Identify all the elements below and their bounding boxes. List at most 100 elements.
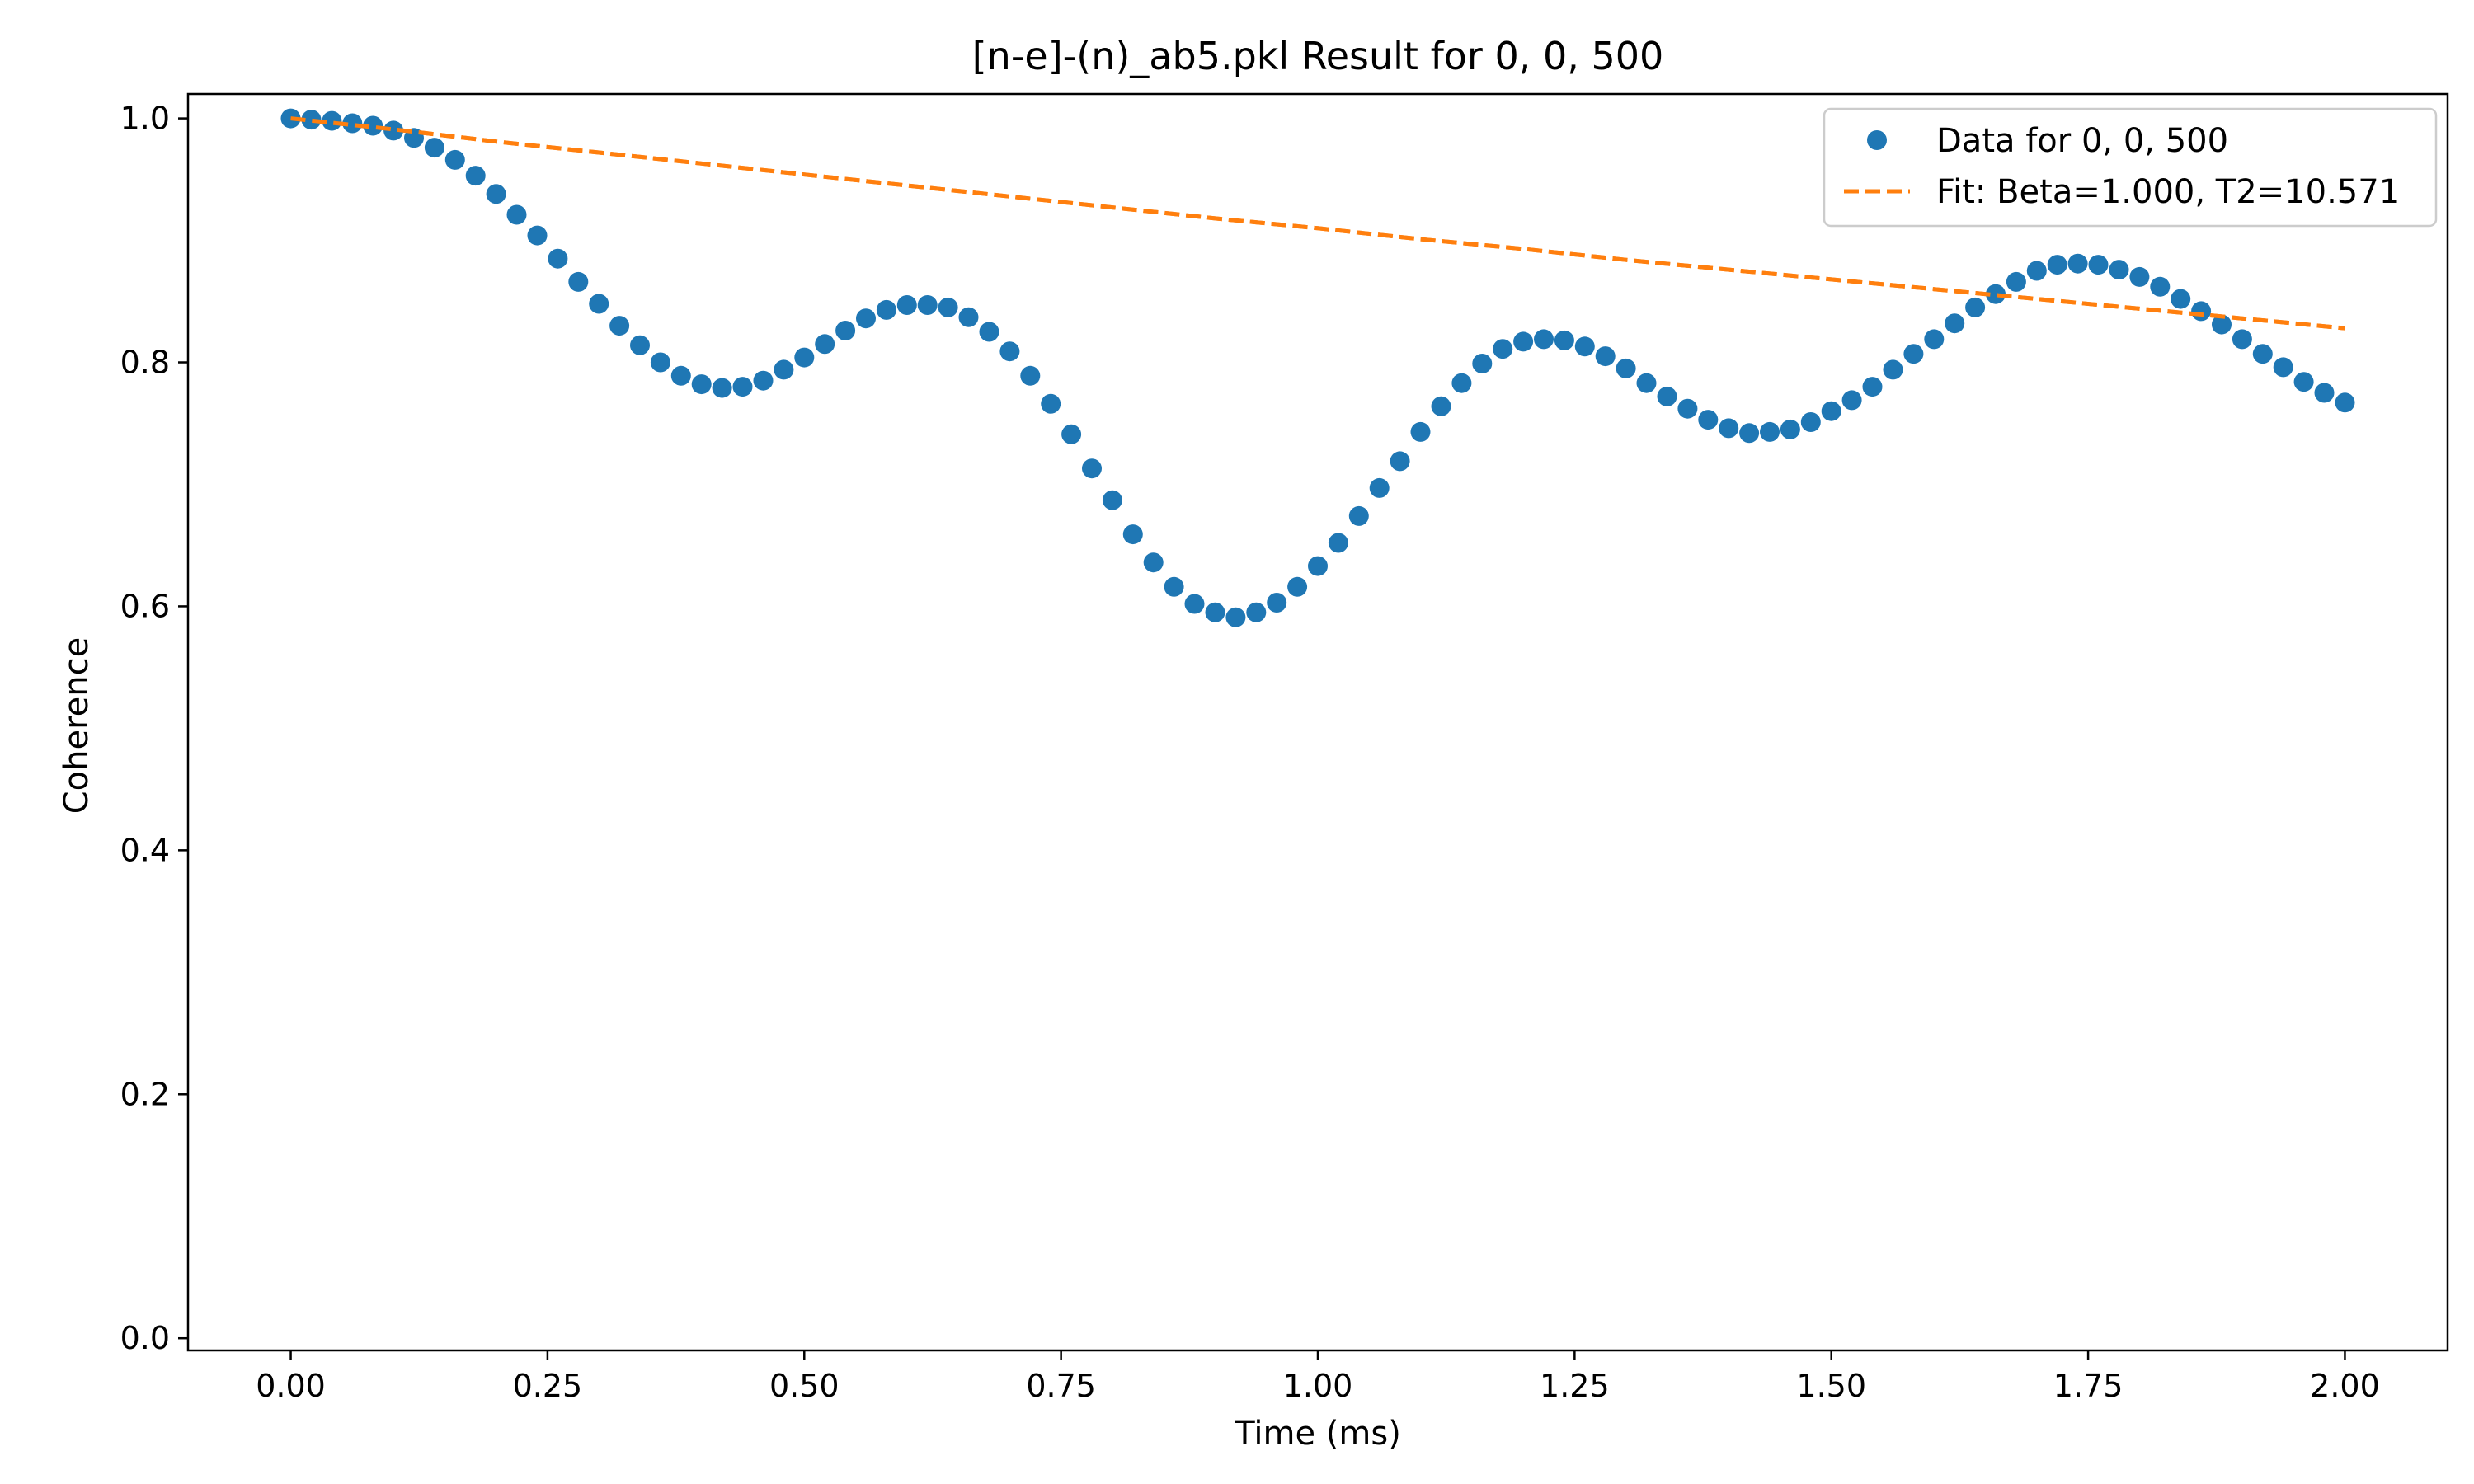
data-point (1965, 297, 1986, 317)
x-tick-label: 0.00 (256, 1368, 326, 1404)
x-tick-label: 0.50 (769, 1368, 840, 1404)
data-point (363, 115, 383, 136)
x-tick-label: 1.00 (1283, 1368, 1353, 1404)
data-point (1082, 458, 1102, 479)
data-point (1287, 576, 1308, 597)
data-point (1677, 398, 1698, 419)
data-point (1410, 421, 1431, 442)
data-point (815, 334, 835, 355)
data-point (2026, 261, 2047, 281)
data-point (753, 370, 774, 391)
data-point (2232, 329, 2252, 350)
data-point (1924, 329, 1945, 350)
data-point (2191, 301, 2212, 322)
legend-marker-data (1867, 130, 1887, 150)
data-point (609, 316, 630, 336)
data-point (2067, 253, 2088, 274)
y-tick-label: 0.6 (120, 588, 170, 624)
legend: Data for 0, 0, 500 Fit: Beta=1.000, T2=10… (1823, 107, 2438, 228)
legend-label-fit: Fit: Beta=1.000, T2=10.571 (1936, 173, 2400, 211)
data-point (732, 377, 753, 397)
data-point (1986, 284, 2006, 304)
data-point (999, 341, 1020, 362)
data-point (1061, 424, 1082, 444)
data-point (630, 335, 650, 355)
data-point (2171, 289, 2191, 309)
data-point (1267, 593, 1287, 613)
data-point (1225, 607, 1246, 627)
x-tick-label: 1.75 (2053, 1368, 2124, 1404)
x-tick-label: 0.75 (1026, 1368, 1096, 1404)
data-point (774, 359, 794, 380)
y-tick-label: 0.8 (120, 345, 170, 381)
data-point (1493, 339, 1513, 359)
data-point (1328, 533, 1348, 553)
data-point (1041, 393, 1061, 414)
chart-title: [n-e]-(n)_ab5.pkl Result for 0, 0, 500 (972, 34, 1664, 78)
data-point (2273, 357, 2293, 378)
x-tick-label: 2.00 (2310, 1368, 2380, 1404)
legend-box (1823, 107, 2438, 228)
data-point (2252, 344, 2273, 364)
fit-line-overlay (290, 116, 2345, 331)
data-point (958, 307, 979, 327)
data-point (1574, 336, 1595, 357)
data-point (506, 204, 527, 225)
data-point (1102, 490, 1122, 510)
data-point (2212, 314, 2232, 335)
x-tick-label: 1.50 (1796, 1368, 1866, 1404)
data-point (465, 166, 486, 186)
data-point (835, 321, 856, 340)
data-point (1513, 331, 1534, 352)
data-point (670, 365, 691, 386)
data-point (301, 110, 322, 130)
data-point (794, 347, 815, 368)
data-point (1760, 421, 1780, 442)
data-point (1020, 365, 1041, 386)
x-tick-label: 1.25 (1540, 1368, 1610, 1404)
data-point (2129, 266, 2150, 287)
data-point (1616, 358, 1636, 378)
data-point (2088, 255, 2109, 275)
data-point (1369, 477, 1390, 498)
plot-area (280, 108, 2355, 627)
data-point (2335, 392, 2355, 413)
y-tick-label: 0.4 (120, 832, 170, 868)
x-axis-label: Time (ms) (1234, 1415, 1401, 1453)
data-point (1308, 556, 1328, 576)
data-point (1143, 552, 1164, 573)
data-point (1122, 524, 1143, 545)
data-point (2314, 383, 2335, 403)
data-point (1348, 505, 1369, 526)
y-tick-label: 1.0 (120, 101, 170, 137)
data-point (1719, 418, 1739, 439)
data-point (1595, 346, 1616, 367)
data-point (1800, 412, 1821, 432)
data-point (1472, 354, 1493, 373)
data-point (938, 297, 958, 317)
data-point (568, 271, 589, 292)
y-axis-label: Coherence (58, 637, 96, 815)
data-point (1184, 594, 1205, 614)
data-point (2150, 276, 2171, 297)
data-point (1821, 401, 1841, 421)
data-point (322, 110, 342, 131)
data-point (1636, 373, 1657, 393)
data-point (856, 308, 876, 329)
data-point (589, 294, 609, 314)
data-point (1554, 330, 1574, 350)
data-point (1390, 451, 1410, 472)
data-point (527, 225, 548, 246)
y-tick-label: 0.2 (120, 1076, 170, 1112)
y-tick-label: 0.0 (120, 1320, 170, 1356)
data-point (917, 295, 938, 315)
data-point (1246, 602, 1267, 622)
data-point (1164, 576, 1184, 597)
data-point (486, 184, 506, 204)
data-point (1534, 329, 1554, 350)
data-point (424, 138, 444, 158)
axis-ticks: 0.00 0.25 0.50 0.75 1.00 1.25 1.50 1.75 2.00 0.0 0… (120, 101, 2380, 1404)
data-point (1780, 419, 1800, 439)
data-point (2293, 372, 2314, 392)
data-point (1431, 396, 1451, 416)
